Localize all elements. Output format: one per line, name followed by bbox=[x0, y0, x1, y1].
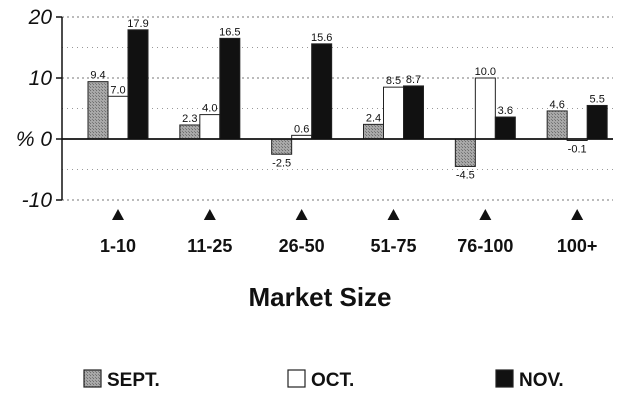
y-tick-label: 20 bbox=[28, 6, 53, 29]
legend-swatch-sept bbox=[83, 369, 102, 388]
x-tick-label: 100+ bbox=[557, 236, 598, 256]
data-label-sept: -4.5 bbox=[456, 169, 475, 181]
category-marker-icon bbox=[203, 209, 216, 220]
data-label-nov: 16.5 bbox=[219, 26, 240, 38]
data-label-oct: 0.6 bbox=[294, 123, 309, 135]
bar-nov bbox=[586, 104, 608, 140]
x-tick-label: 26-50 bbox=[279, 236, 325, 256]
bar-sept bbox=[546, 110, 568, 140]
category-marker-icon bbox=[295, 209, 308, 220]
data-label-sept: 4.6 bbox=[550, 99, 565, 111]
data-label-sept: 2.3 bbox=[182, 113, 197, 125]
data-label-sept: -2.5 bbox=[272, 157, 291, 169]
data-label-oct: 8.5 bbox=[386, 75, 401, 87]
data-label-nov: 17.9 bbox=[127, 18, 148, 30]
bar-sept bbox=[454, 138, 476, 167]
data-label-oct: 10.0 bbox=[475, 66, 496, 78]
legend-label-oct: OCT. bbox=[311, 370, 354, 391]
data-label-sept: 9.4 bbox=[90, 70, 105, 82]
bar-nov bbox=[311, 43, 333, 140]
x-tick-label: 76-100 bbox=[457, 236, 513, 256]
category-marker-icon bbox=[479, 209, 492, 220]
bar-sept bbox=[87, 81, 109, 140]
data-label-sept: 2.4 bbox=[366, 112, 381, 124]
bar-nov bbox=[494, 116, 516, 140]
y-tick-label: -10 bbox=[22, 189, 53, 212]
data-label-nov: 15.6 bbox=[311, 32, 332, 44]
bar-oct bbox=[107, 95, 129, 140]
bar-sept bbox=[363, 123, 384, 140]
y-tick-label: 10 bbox=[29, 67, 53, 90]
x-tick-label: 1-10 bbox=[100, 236, 136, 256]
bar-oct bbox=[474, 77, 496, 140]
data-label-nov: 5.5 bbox=[590, 93, 605, 105]
category-marker-icon bbox=[387, 209, 400, 220]
x-tick-label: 11-25 bbox=[187, 236, 232, 256]
category-marker-icon bbox=[571, 209, 584, 220]
x-tick-label: 51-75 bbox=[370, 236, 416, 256]
data-label-nov: 3.6 bbox=[498, 105, 513, 117]
bar-oct bbox=[199, 114, 221, 140]
legend-swatch-nov bbox=[495, 369, 514, 388]
bar-nov bbox=[127, 29, 149, 140]
category-marker-icon bbox=[112, 209, 124, 220]
data-label-nov: 8.7 bbox=[406, 74, 421, 86]
data-label-oct: 4.0 bbox=[202, 103, 217, 115]
bar-sept bbox=[179, 124, 201, 140]
legend-label-nov: NOV. bbox=[519, 370, 564, 391]
data-label-oct: 7.0 bbox=[110, 84, 125, 96]
legend-label-sept: SEPT. bbox=[107, 370, 160, 391]
bar-oct bbox=[383, 86, 404, 140]
y-tick-label: % 0 bbox=[16, 128, 53, 151]
bar-nov bbox=[219, 37, 241, 140]
x-axis-title: Market Size bbox=[248, 282, 391, 312]
legend-swatch-oct bbox=[287, 369, 306, 388]
data-label-oct: -0.1 bbox=[568, 144, 587, 156]
bar-sept bbox=[271, 138, 293, 155]
bar-nov bbox=[403, 85, 424, 140]
